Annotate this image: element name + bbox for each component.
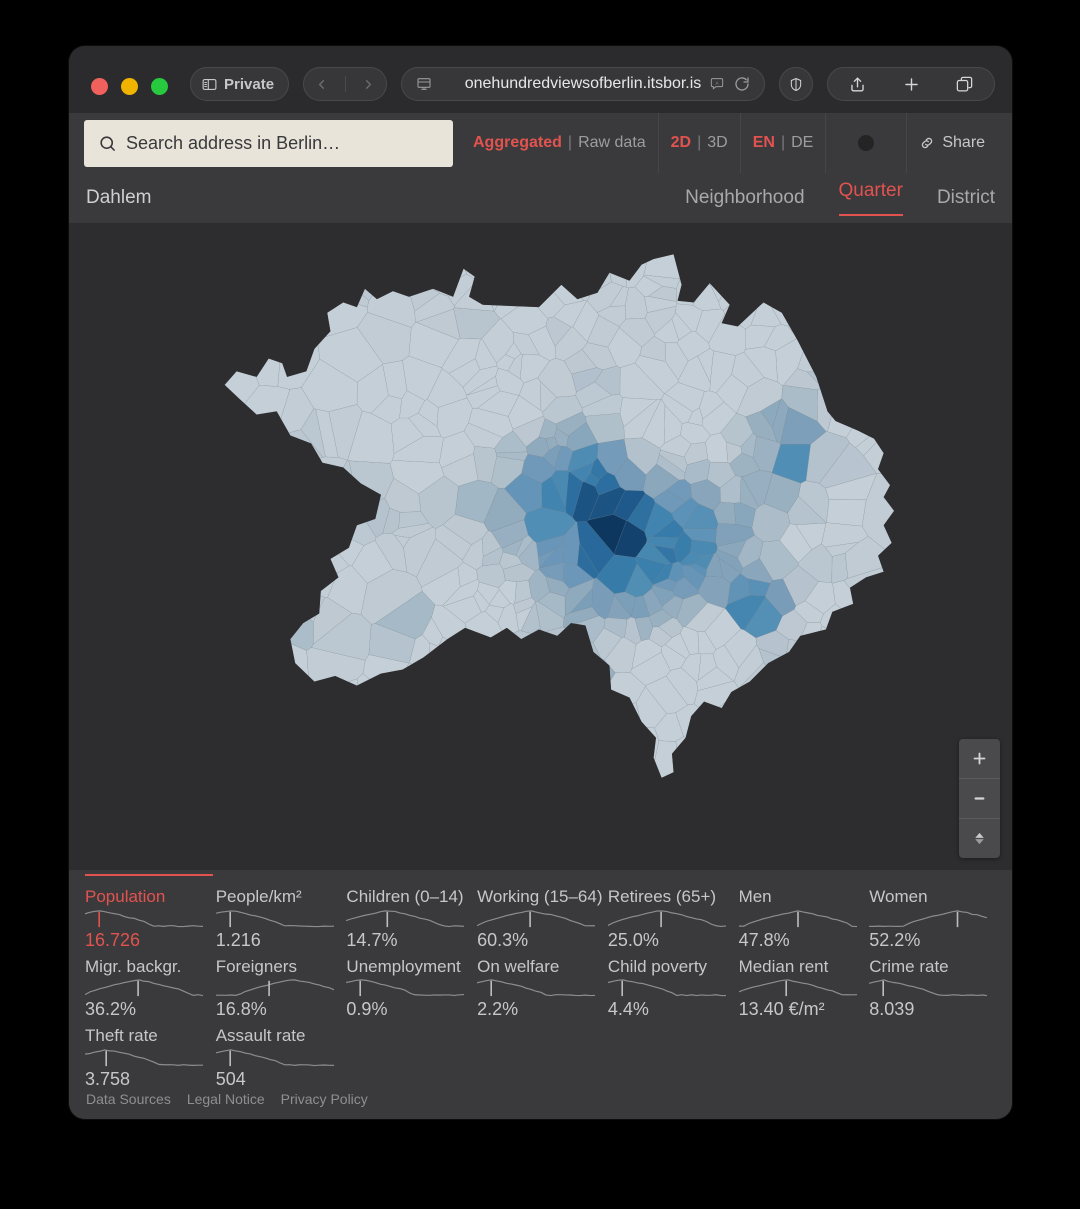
svg-text:A: A (715, 80, 719, 85)
